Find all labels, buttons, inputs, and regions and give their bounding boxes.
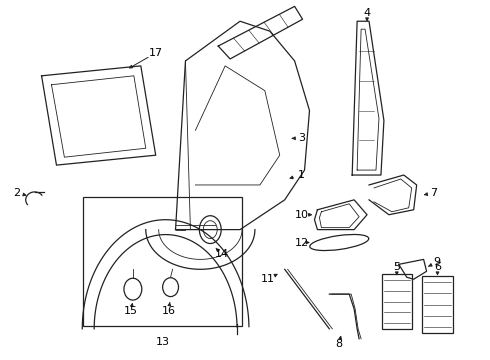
Text: 14: 14 xyxy=(215,249,229,260)
Text: 15: 15 xyxy=(124,306,138,316)
Text: 5: 5 xyxy=(393,262,400,272)
Text: 13: 13 xyxy=(156,337,170,347)
Bar xyxy=(83,197,242,326)
Text: 17: 17 xyxy=(148,48,163,58)
Text: 11: 11 xyxy=(261,274,275,284)
Text: 7: 7 xyxy=(430,188,437,198)
Text: 3: 3 xyxy=(298,133,305,143)
Text: 9: 9 xyxy=(433,257,440,267)
Text: 10: 10 xyxy=(294,210,309,220)
Bar xyxy=(421,276,453,333)
Text: 2: 2 xyxy=(13,188,21,198)
Bar xyxy=(382,274,412,329)
Text: 6: 6 xyxy=(434,262,441,272)
Text: 12: 12 xyxy=(294,238,309,248)
Text: 16: 16 xyxy=(162,306,175,316)
Text: 4: 4 xyxy=(364,8,370,18)
Text: 1: 1 xyxy=(298,170,305,180)
Text: 8: 8 xyxy=(336,339,343,349)
